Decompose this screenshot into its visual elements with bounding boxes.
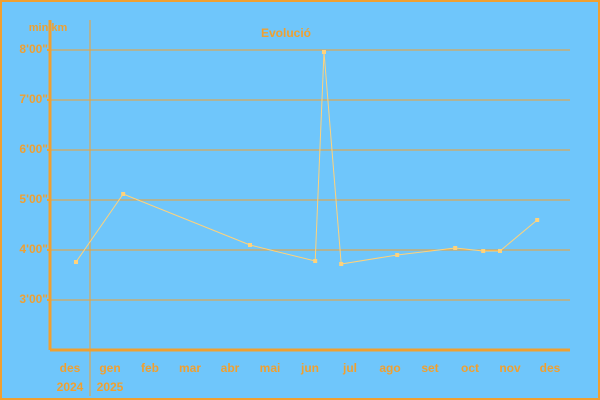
- x-tick-label: nov: [499, 361, 521, 375]
- y-tick-label: 8'00": [19, 42, 48, 56]
- y-tick-label: 7'00": [19, 92, 48, 106]
- x-tick-label: feb: [141, 361, 159, 375]
- data-point: [481, 249, 486, 253]
- data-point: [322, 50, 326, 54]
- data-point: [121, 192, 126, 196]
- data-point: [535, 218, 540, 222]
- y-tick-label: 6'00": [19, 142, 48, 156]
- data-point: [248, 243, 252, 247]
- y-tick-label: 3'00": [19, 292, 48, 306]
- data-point: [395, 253, 400, 257]
- year-label: 2024: [57, 380, 84, 394]
- data-point: [339, 262, 344, 266]
- year-label: 2025: [97, 380, 124, 394]
- x-tick-label: mar: [179, 361, 201, 375]
- x-tick-label: des: [60, 361, 81, 375]
- x-tick-label: abr: [221, 361, 240, 375]
- x-tick-label: mai: [260, 361, 281, 375]
- x-tick-label: des: [540, 361, 561, 375]
- data-point: [313, 259, 318, 263]
- chart-title: Evolució: [261, 26, 311, 40]
- x-tick-label: oct: [461, 361, 479, 375]
- x-tick-label: jul: [342, 361, 357, 375]
- data-point: [498, 249, 502, 253]
- y-tick-label: 4'00": [19, 242, 48, 256]
- y-axis-label: min/km: [29, 22, 68, 34]
- x-tick-label: gen: [99, 361, 120, 375]
- x-tick-label: ago: [379, 361, 400, 375]
- x-tick-label: jun: [300, 361, 319, 375]
- data-point: [74, 260, 78, 264]
- data-point: [453, 246, 458, 250]
- series-line: [75, 51, 538, 265]
- y-tick-label: 5'00": [19, 192, 48, 206]
- x-tick-label: set: [421, 361, 438, 375]
